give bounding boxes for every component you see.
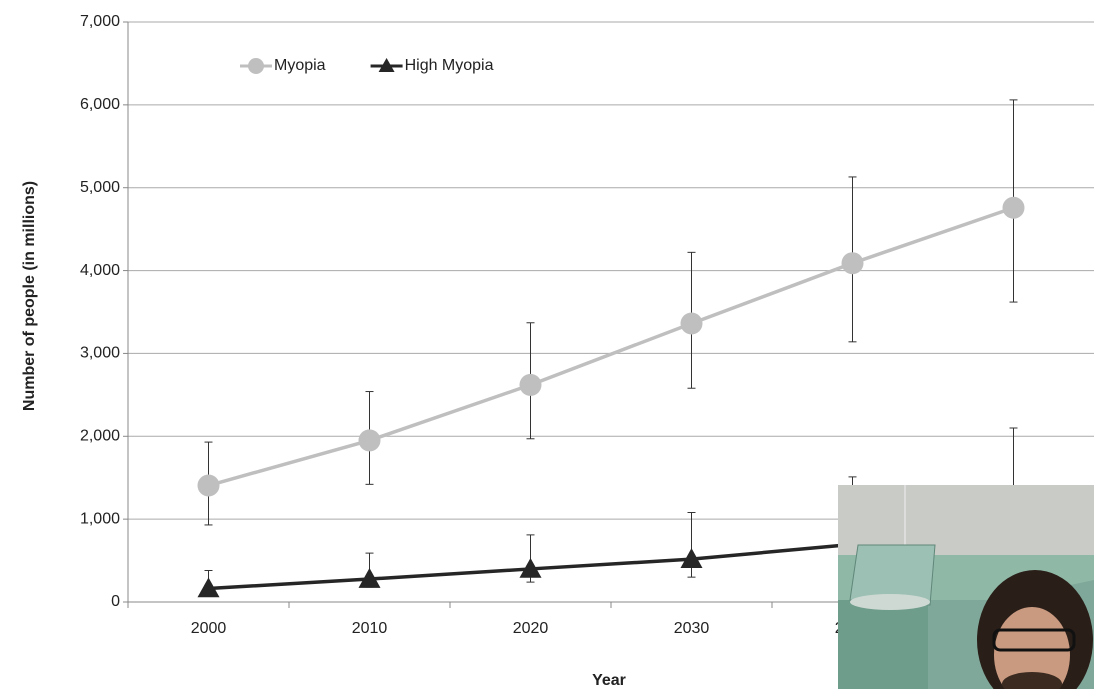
y-tick-label: 2,000 — [80, 428, 120, 445]
y-tick-label: 0 — [111, 593, 120, 610]
x-tick-label: 2010 — [352, 620, 388, 637]
x-tick-label: 2020 — [513, 620, 549, 637]
x-axis-title: Year — [592, 672, 626, 689]
series-line — [209, 208, 1014, 486]
x-tick-label: 2030 — [674, 620, 710, 637]
y-tick-label: 4,000 — [80, 262, 120, 279]
page: {"chart_data": {"type": "line", "x_label… — [0, 0, 1094, 689]
marker — [681, 313, 703, 335]
marker — [198, 475, 220, 497]
y-tick-label: 3,000 — [80, 345, 120, 362]
marker — [359, 429, 381, 451]
marker — [520, 374, 542, 396]
webcam-overlay — [838, 485, 1094, 689]
y-tick-label: 1,000 — [80, 510, 120, 527]
chart: Year Number of people (in millions) 0 1,0… — [0, 0, 1094, 689]
y-tick-label: 7,000 — [80, 13, 120, 30]
y-tick-label: 6,000 — [80, 96, 120, 113]
legend-label: Myopia — [274, 57, 326, 74]
marker — [1003, 197, 1025, 219]
legend: Myopia High Myopia — [240, 57, 494, 74]
marker — [248, 58, 264, 74]
x-tick-label: 2000 — [191, 620, 227, 637]
y-axis-title: Number of people (in millions) — [21, 181, 38, 411]
marker — [842, 252, 864, 274]
legend-label: High Myopia — [405, 57, 494, 74]
y-tick-label: 5,000 — [80, 179, 120, 196]
